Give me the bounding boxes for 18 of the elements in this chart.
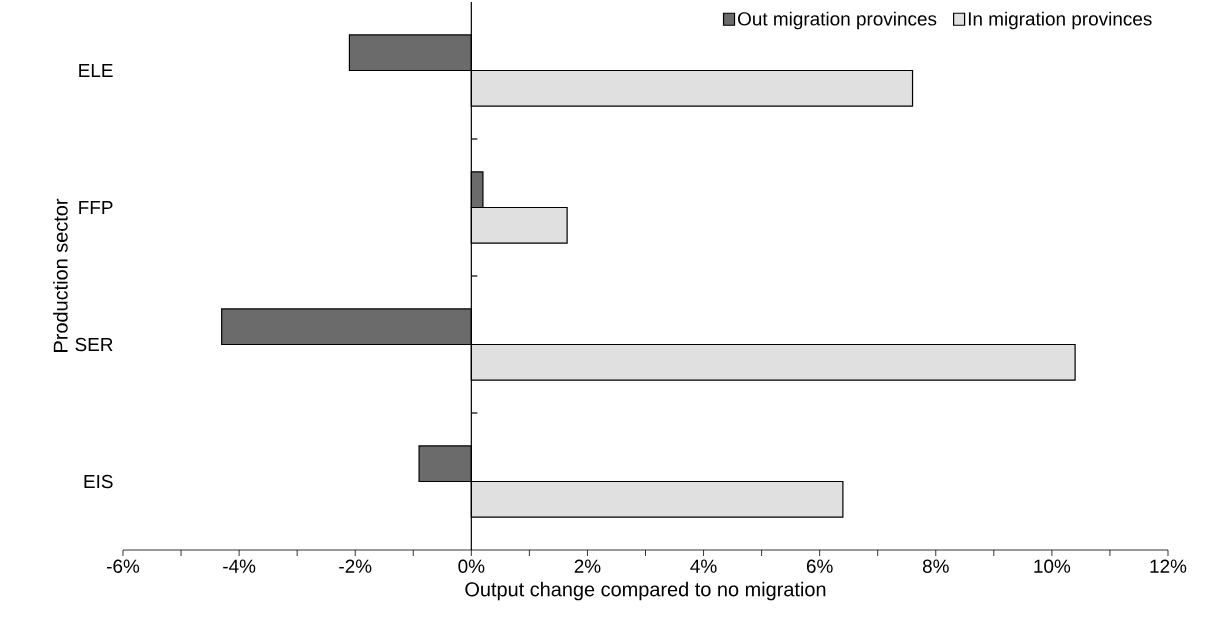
y-axis-title: Production sector xyxy=(53,198,68,352)
x-tick-label: 8% xyxy=(922,559,949,573)
y-tick-label: SER xyxy=(75,337,113,352)
x-tick-label: 10% xyxy=(1034,559,1071,573)
legend-label: Out migration provinces xyxy=(738,11,937,30)
x-tick-label: -4% xyxy=(223,559,256,573)
x-tick-label: -2% xyxy=(339,559,372,573)
x-tick-label: -6% xyxy=(107,559,140,573)
y-tick-label: EIS xyxy=(84,474,113,489)
x-tick-label: 12% xyxy=(1150,559,1187,573)
x-tick-label: 2% xyxy=(574,559,601,573)
legend-label: In migration provinces xyxy=(968,11,1152,30)
x-axis-title: Output change compared to no migration xyxy=(465,581,826,601)
x-tick-label: 0% xyxy=(458,559,485,573)
y-tick-label: FFP xyxy=(79,201,113,215)
x-tick-label: 6% xyxy=(806,559,833,573)
x-tick-label: 4% xyxy=(690,559,717,573)
y-tick-label: ELE xyxy=(79,64,113,78)
